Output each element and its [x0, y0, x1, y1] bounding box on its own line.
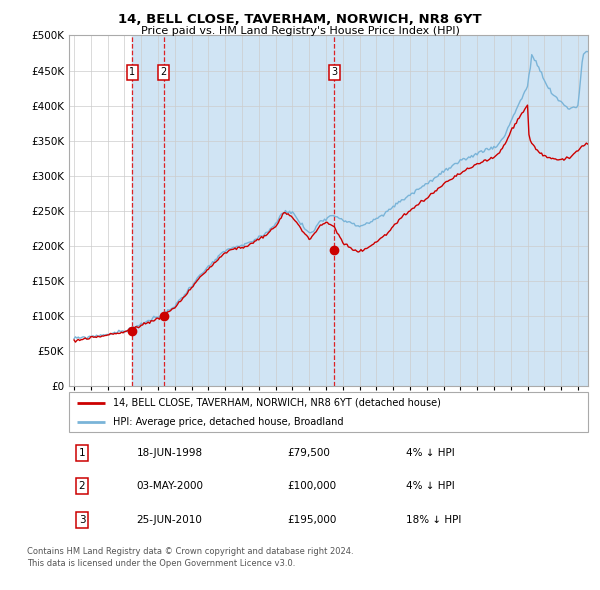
Text: 3: 3	[331, 67, 337, 77]
Text: £195,000: £195,000	[287, 515, 337, 525]
Text: Contains HM Land Registry data © Crown copyright and database right 2024.: Contains HM Land Registry data © Crown c…	[27, 547, 353, 556]
Text: 18-JUN-1998: 18-JUN-1998	[136, 448, 203, 458]
Text: 3: 3	[79, 515, 85, 525]
Text: 4% ↓ HPI: 4% ↓ HPI	[406, 448, 455, 458]
Text: £79,500: £79,500	[287, 448, 330, 458]
Text: 2: 2	[79, 481, 85, 491]
Text: 4% ↓ HPI: 4% ↓ HPI	[406, 481, 455, 491]
Text: 1: 1	[129, 67, 135, 77]
Text: Price paid vs. HM Land Registry's House Price Index (HPI): Price paid vs. HM Land Registry's House …	[140, 26, 460, 36]
Text: 1: 1	[79, 448, 85, 458]
Text: 03-MAY-2000: 03-MAY-2000	[136, 481, 203, 491]
Bar	[164, 35, 334, 386]
Text: 25-JUN-2010: 25-JUN-2010	[136, 515, 202, 525]
Text: 14, BELL CLOSE, TAVERHAM, NORWICH, NR8 6YT (detached house): 14, BELL CLOSE, TAVERHAM, NORWICH, NR8 6…	[113, 398, 441, 408]
Text: 2: 2	[161, 67, 167, 77]
Text: 14, BELL CLOSE, TAVERHAM, NORWICH, NR8 6YT: 14, BELL CLOSE, TAVERHAM, NORWICH, NR8 6…	[118, 13, 482, 26]
Bar	[334, 35, 588, 386]
Text: 18% ↓ HPI: 18% ↓ HPI	[406, 515, 462, 525]
Text: £100,000: £100,000	[287, 481, 336, 491]
Bar	[132, 35, 164, 386]
Text: This data is licensed under the Open Government Licence v3.0.: This data is licensed under the Open Gov…	[27, 559, 295, 568]
Text: HPI: Average price, detached house, Broadland: HPI: Average price, detached house, Broa…	[113, 417, 344, 427]
